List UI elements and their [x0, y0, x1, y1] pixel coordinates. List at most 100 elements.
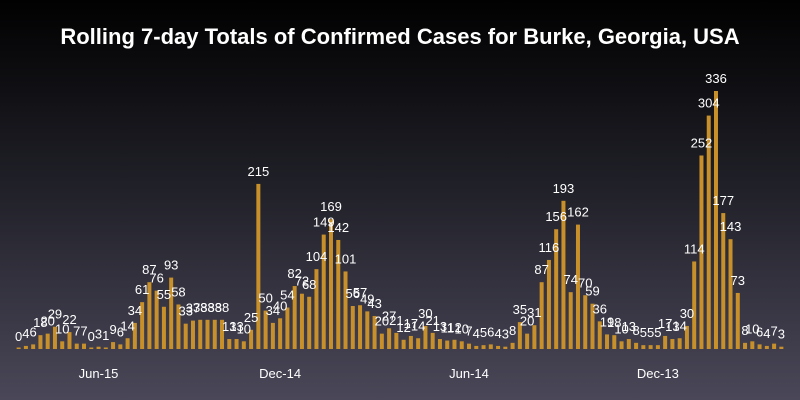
bar [358, 305, 363, 349]
data-label: 1 [102, 328, 109, 343]
data-label: 7 [465, 324, 472, 339]
data-label: 10 [237, 321, 251, 336]
bar [684, 325, 689, 349]
bar [481, 345, 486, 349]
bar [612, 335, 617, 349]
bar [74, 343, 79, 350]
bar [270, 322, 275, 349]
bar [401, 339, 406, 349]
data-label: 14 [120, 318, 134, 333]
bar [474, 345, 479, 349]
data-label: 0 [15, 329, 22, 344]
data-label: 73 [731, 273, 745, 288]
data-label: 5 [640, 325, 647, 340]
bar [634, 342, 639, 349]
bar [372, 315, 377, 349]
bar [655, 345, 660, 349]
data-label: 8 [632, 323, 639, 338]
data-label: 87 [142, 262, 156, 277]
data-label: 56 [346, 286, 360, 301]
bar [423, 325, 428, 349]
data-label: 54 [280, 288, 294, 303]
bar [132, 322, 137, 349]
bar [663, 335, 668, 349]
data-label: 49 [360, 291, 374, 306]
bar [365, 311, 370, 350]
bar [198, 319, 203, 349]
bar [82, 343, 87, 350]
data-label: 72 [295, 274, 309, 289]
data-label: 33 [178, 304, 192, 319]
data-label: 38 [208, 300, 222, 315]
data-label: 252 [691, 136, 713, 151]
data-label: 11 [440, 321, 454, 336]
bar [735, 292, 740, 349]
bar [554, 229, 559, 349]
bar [772, 343, 777, 350]
bar [67, 332, 72, 349]
bar [713, 91, 718, 349]
bar [60, 341, 65, 349]
data-label: 74 [563, 272, 577, 287]
data-label: 76 [149, 271, 163, 286]
data-label: 9 [109, 322, 116, 337]
bar [387, 328, 392, 349]
data-label: 35 [513, 302, 527, 317]
data-label: 169 [320, 199, 342, 214]
bar [779, 346, 784, 349]
data-label: 38 [200, 300, 214, 315]
bar [408, 335, 413, 349]
bar [38, 335, 43, 349]
bar [227, 339, 232, 349]
bar [517, 322, 522, 350]
data-label: 20 [375, 314, 389, 329]
bar [525, 333, 530, 349]
bar [234, 339, 239, 349]
bar [728, 239, 733, 349]
data-label: 5 [480, 325, 487, 340]
bar [590, 303, 595, 349]
x-tick-label: Dec-14 [259, 366, 301, 381]
data-label: 13 [622, 319, 636, 334]
bar [575, 224, 580, 349]
bar [52, 326, 57, 349]
data-label: 336 [705, 71, 727, 86]
data-label: 10 [745, 321, 759, 336]
data-label: 142 [327, 220, 349, 235]
data-label: 4 [473, 326, 480, 341]
bar [699, 155, 704, 349]
data-label: 10 [614, 321, 628, 336]
bar [285, 307, 290, 349]
bar [677, 338, 682, 349]
data-label: 40 [273, 298, 287, 313]
bar [183, 323, 188, 349]
data-label: 116 [539, 240, 560, 255]
data-label: 43 [367, 296, 381, 311]
bar [125, 338, 130, 349]
bar [670, 339, 675, 349]
bar [583, 295, 588, 349]
data-label: 215 [247, 164, 269, 179]
bar [692, 261, 697, 349]
data-label: 8 [741, 323, 748, 338]
bar [510, 342, 515, 349]
bar [89, 347, 94, 349]
x-axis-tick-labels: Jun-15 Dec-14 Jun-14 Dec-13 [79, 366, 679, 381]
bar [278, 318, 283, 349]
data-label: 12 [396, 320, 410, 335]
data-label: 177 [712, 193, 734, 208]
data-label: 29 [48, 307, 62, 322]
bar [430, 332, 435, 350]
bar [292, 286, 297, 349]
bar [619, 341, 624, 349]
bar [45, 333, 50, 349]
bar [263, 310, 268, 349]
data-label: 82 [287, 266, 301, 281]
bar [111, 342, 116, 349]
data-label: 13 [665, 319, 679, 334]
bar [118, 344, 123, 349]
bar [452, 339, 457, 349]
data-label: 27 [382, 308, 396, 323]
data-label: 20 [520, 314, 534, 329]
